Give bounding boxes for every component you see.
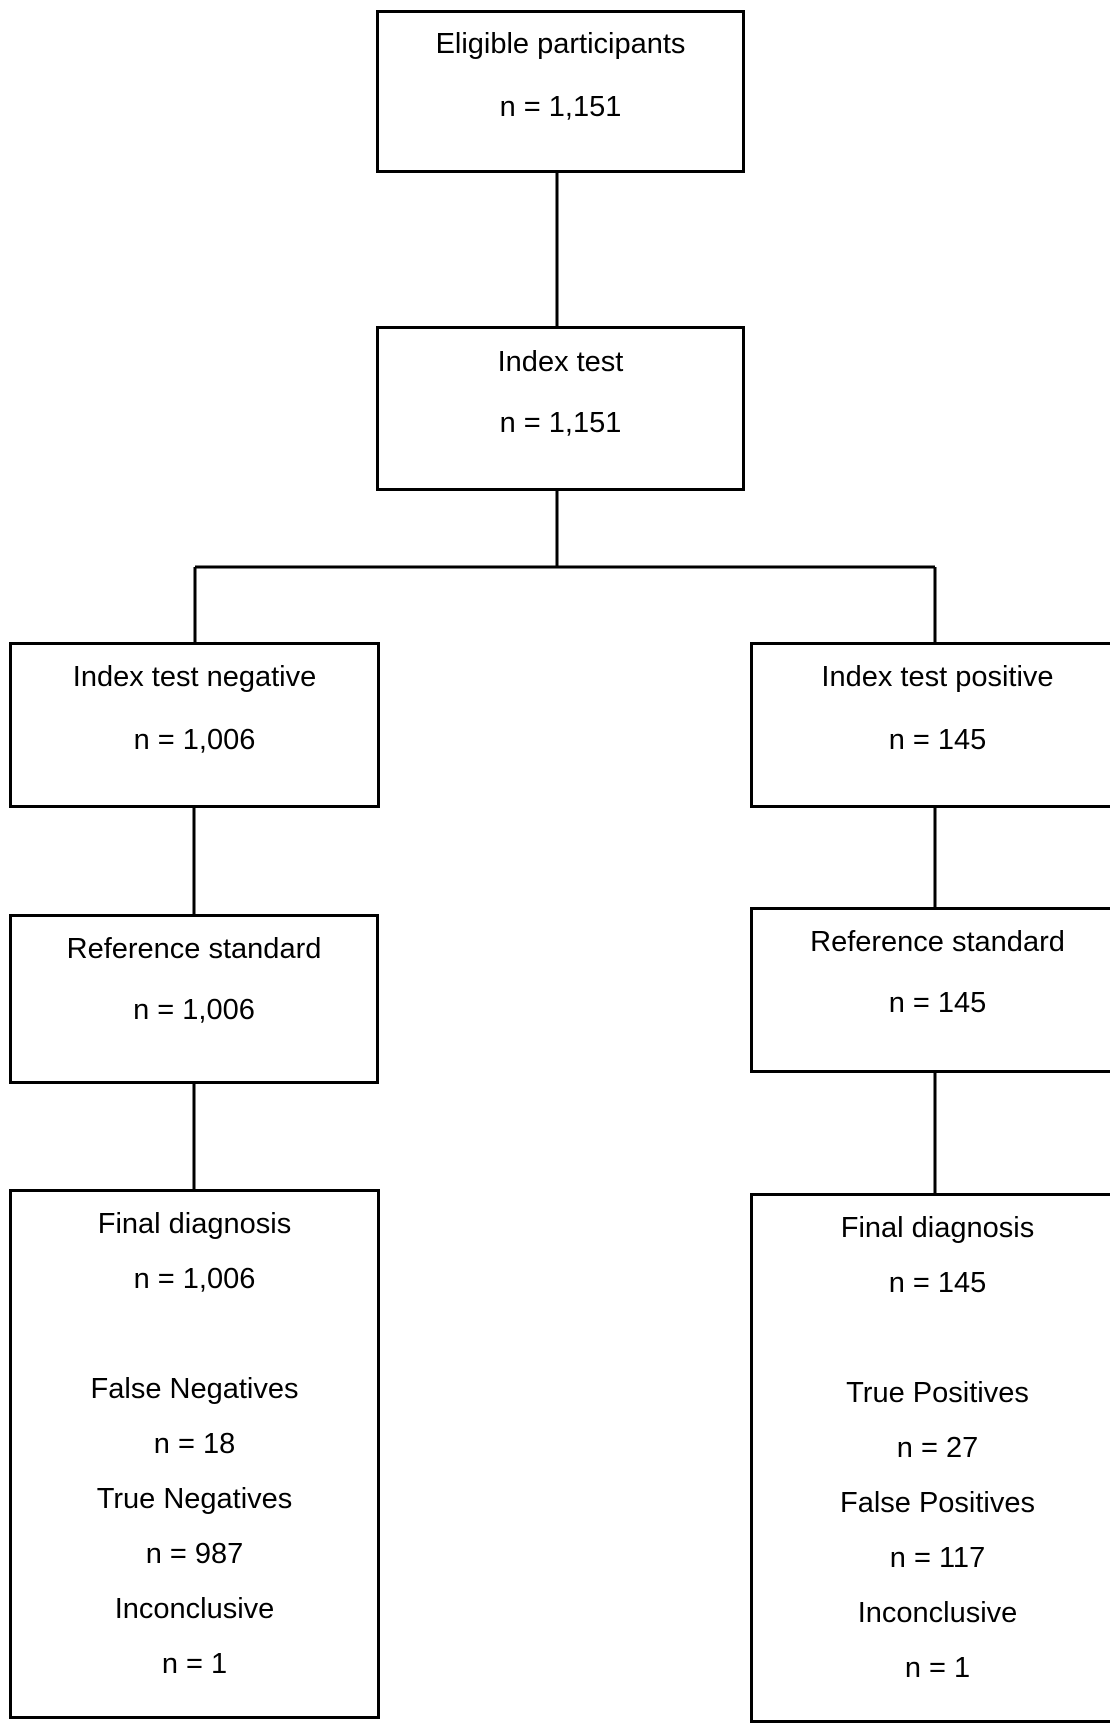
final-positive-title: Final diagnosis: [840, 1212, 1035, 1244]
index-test-box: Index test n = 1,151: [376, 326, 745, 491]
index-negative-title: Index test negative: [72, 661, 317, 693]
final-positive-box: Final diagnosis n = 145 True Positives n…: [750, 1193, 1110, 1723]
reference-positive-count: n = 145: [888, 987, 987, 1019]
inconclusive-positive-label: Inconclusive: [857, 1597, 1018, 1629]
eligible-count: n = 1,151: [499, 91, 622, 123]
false-negatives-count: n = 18: [153, 1428, 236, 1460]
false-positives-count: n = 117: [889, 1542, 986, 1574]
eligible-title: Eligible participants: [435, 28, 686, 60]
reference-positive-box: Reference standard n = 145: [750, 907, 1110, 1073]
index-negative-count: n = 1,006: [133, 724, 256, 756]
false-negatives-label: False Negatives: [90, 1373, 299, 1405]
true-negatives-count: n = 987: [145, 1538, 244, 1570]
index-positive-count: n = 145: [888, 724, 987, 756]
true-negatives-label: True Negatives: [96, 1483, 293, 1515]
true-positives-count: n = 27: [896, 1432, 979, 1464]
eligible-participants-box: Eligible participants n = 1,151: [376, 10, 745, 173]
index-positive-title: Index test positive: [821, 661, 1054, 693]
reference-negative-count: n = 1,006: [133, 994, 255, 1026]
inconclusive-negative-count: n = 1: [161, 1648, 228, 1680]
index-test-count: n = 1,151: [499, 407, 622, 439]
inconclusive-negative-label: Inconclusive: [114, 1593, 275, 1625]
inconclusive-positive-count: n = 1: [904, 1652, 971, 1684]
true-positives-label: True Positives: [846, 1377, 1029, 1409]
reference-negative-title: Reference standard: [66, 933, 322, 965]
final-negative-box: Final diagnosis n = 1,006 False Negative…: [9, 1189, 380, 1719]
index-positive-box: Index test positive n = 145: [750, 642, 1110, 808]
reference-negative-box: Reference standard n = 1,006: [9, 914, 379, 1084]
final-negative-count: n = 1,006: [133, 1263, 256, 1295]
reference-positive-title: Reference standard: [810, 926, 1065, 958]
index-negative-box: Index test negative n = 1,006: [9, 642, 380, 808]
final-negative-title: Final diagnosis: [97, 1208, 292, 1240]
false-positives-label: False Positives: [839, 1487, 1035, 1519]
final-positive-count: n = 145: [888, 1267, 987, 1299]
index-test-title: Index test: [497, 346, 624, 378]
